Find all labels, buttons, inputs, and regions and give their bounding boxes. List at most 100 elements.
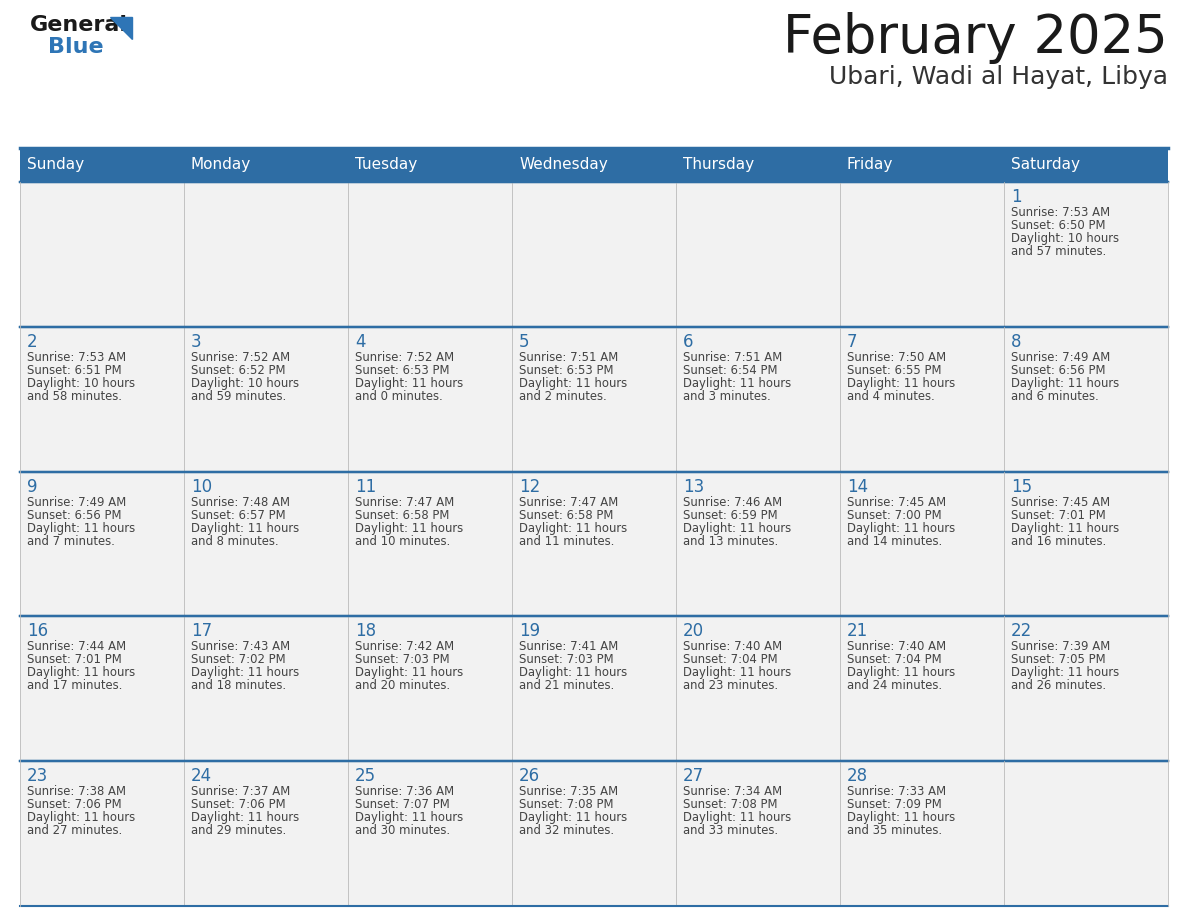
Text: 24: 24: [191, 767, 213, 785]
Text: Sunset: 6:52 PM: Sunset: 6:52 PM: [191, 364, 285, 376]
Text: Sunset: 7:03 PM: Sunset: 7:03 PM: [519, 654, 614, 666]
Text: Sunset: 6:56 PM: Sunset: 6:56 PM: [1011, 364, 1106, 376]
Text: and 59 minutes.: and 59 minutes.: [191, 390, 286, 403]
Text: Sunrise: 7:37 AM: Sunrise: 7:37 AM: [191, 785, 290, 798]
Text: Daylight: 11 hours: Daylight: 11 hours: [27, 812, 135, 824]
Bar: [840, 182, 1004, 327]
Text: 1: 1: [1011, 188, 1022, 206]
Text: and 57 minutes.: and 57 minutes.: [1011, 245, 1106, 258]
Text: Sunset: 7:05 PM: Sunset: 7:05 PM: [1011, 654, 1106, 666]
Text: Sunrise: 7:39 AM: Sunrise: 7:39 AM: [1011, 641, 1111, 654]
Text: and 26 minutes.: and 26 minutes.: [1011, 679, 1106, 692]
Text: Sunrise: 7:41 AM: Sunrise: 7:41 AM: [519, 641, 618, 654]
Text: Monday: Monday: [191, 158, 251, 173]
Text: Daylight: 11 hours: Daylight: 11 hours: [519, 666, 627, 679]
Text: Sunset: 6:57 PM: Sunset: 6:57 PM: [191, 509, 285, 521]
Text: 11: 11: [355, 477, 377, 496]
Text: and 35 minutes.: and 35 minutes.: [847, 824, 942, 837]
Text: Sunset: 7:06 PM: Sunset: 7:06 PM: [191, 798, 285, 812]
Text: Daylight: 11 hours: Daylight: 11 hours: [191, 521, 299, 534]
Text: Sunset: 6:55 PM: Sunset: 6:55 PM: [847, 364, 942, 376]
Bar: [348, 616, 512, 761]
Bar: [1004, 182, 1168, 327]
Text: and 13 minutes.: and 13 minutes.: [683, 534, 778, 548]
Text: Sunrise: 7:38 AM: Sunrise: 7:38 AM: [27, 785, 126, 798]
Bar: [20, 148, 1168, 182]
Text: Daylight: 11 hours: Daylight: 11 hours: [683, 521, 791, 534]
Text: Daylight: 11 hours: Daylight: 11 hours: [1011, 666, 1119, 679]
Text: 25: 25: [355, 767, 377, 785]
Text: and 4 minutes.: and 4 minutes.: [847, 390, 935, 403]
Text: and 29 minutes.: and 29 minutes.: [191, 824, 286, 837]
Text: and 0 minutes.: and 0 minutes.: [355, 390, 443, 403]
Text: Sunrise: 7:49 AM: Sunrise: 7:49 AM: [27, 496, 126, 509]
Text: and 27 minutes.: and 27 minutes.: [27, 824, 122, 837]
Text: and 8 minutes.: and 8 minutes.: [191, 534, 279, 548]
Text: Sunrise: 7:45 AM: Sunrise: 7:45 AM: [847, 496, 946, 509]
Text: Daylight: 11 hours: Daylight: 11 hours: [683, 376, 791, 390]
Bar: [512, 472, 676, 616]
Bar: [676, 182, 840, 327]
Text: 28: 28: [847, 767, 868, 785]
Text: and 24 minutes.: and 24 minutes.: [847, 679, 942, 692]
Text: 10: 10: [191, 477, 213, 496]
Text: Daylight: 11 hours: Daylight: 11 hours: [355, 521, 463, 534]
Bar: [20, 327, 184, 472]
Bar: [1004, 616, 1168, 761]
Bar: [20, 182, 184, 327]
Text: Saturday: Saturday: [1011, 158, 1080, 173]
Bar: [20, 761, 184, 906]
Text: 4: 4: [355, 333, 366, 351]
Text: Sunset: 6:56 PM: Sunset: 6:56 PM: [27, 509, 121, 521]
Text: Sunrise: 7:45 AM: Sunrise: 7:45 AM: [1011, 496, 1110, 509]
Text: Sunrise: 7:52 AM: Sunrise: 7:52 AM: [191, 351, 290, 364]
Text: 3: 3: [191, 333, 202, 351]
Text: 23: 23: [27, 767, 49, 785]
Text: 14: 14: [847, 477, 868, 496]
Text: Sunset: 7:01 PM: Sunset: 7:01 PM: [1011, 509, 1106, 521]
Text: Sunset: 7:08 PM: Sunset: 7:08 PM: [683, 798, 777, 812]
Bar: [676, 327, 840, 472]
Text: and 17 minutes.: and 17 minutes.: [27, 679, 122, 692]
Text: Sunset: 7:02 PM: Sunset: 7:02 PM: [191, 654, 285, 666]
Text: Daylight: 11 hours: Daylight: 11 hours: [683, 812, 791, 824]
Text: Daylight: 10 hours: Daylight: 10 hours: [191, 376, 299, 390]
Text: 8: 8: [1011, 333, 1022, 351]
Text: and 7 minutes.: and 7 minutes.: [27, 534, 115, 548]
Bar: [1004, 327, 1168, 472]
Bar: [348, 472, 512, 616]
Text: Sunset: 7:04 PM: Sunset: 7:04 PM: [683, 654, 778, 666]
Text: and 20 minutes.: and 20 minutes.: [355, 679, 450, 692]
Text: Sunrise: 7:35 AM: Sunrise: 7:35 AM: [519, 785, 618, 798]
Text: General: General: [30, 15, 128, 35]
Text: 20: 20: [683, 622, 704, 641]
Text: 26: 26: [519, 767, 541, 785]
Bar: [512, 327, 676, 472]
Bar: [348, 761, 512, 906]
Bar: [840, 472, 1004, 616]
Text: Daylight: 11 hours: Daylight: 11 hours: [191, 666, 299, 679]
Text: Daylight: 11 hours: Daylight: 11 hours: [355, 376, 463, 390]
Text: Daylight: 11 hours: Daylight: 11 hours: [355, 812, 463, 824]
Text: Sunrise: 7:48 AM: Sunrise: 7:48 AM: [191, 496, 290, 509]
Text: Daylight: 11 hours: Daylight: 11 hours: [27, 666, 135, 679]
Text: Sunrise: 7:51 AM: Sunrise: 7:51 AM: [683, 351, 782, 364]
Text: Sunset: 7:04 PM: Sunset: 7:04 PM: [847, 654, 942, 666]
Text: Sunrise: 7:49 AM: Sunrise: 7:49 AM: [1011, 351, 1111, 364]
Text: and 23 minutes.: and 23 minutes.: [683, 679, 778, 692]
Bar: [676, 472, 840, 616]
Bar: [1004, 761, 1168, 906]
Text: and 30 minutes.: and 30 minutes.: [355, 824, 450, 837]
Text: Sunrise: 7:51 AM: Sunrise: 7:51 AM: [519, 351, 618, 364]
Text: Sunrise: 7:34 AM: Sunrise: 7:34 AM: [683, 785, 782, 798]
Text: Daylight: 11 hours: Daylight: 11 hours: [847, 666, 955, 679]
Text: Daylight: 11 hours: Daylight: 11 hours: [355, 666, 463, 679]
Text: Sunrise: 7:40 AM: Sunrise: 7:40 AM: [683, 641, 782, 654]
Text: and 58 minutes.: and 58 minutes.: [27, 390, 122, 403]
Text: 22: 22: [1011, 622, 1032, 641]
Text: and 6 minutes.: and 6 minutes.: [1011, 390, 1099, 403]
Text: Sunrise: 7:40 AM: Sunrise: 7:40 AM: [847, 641, 946, 654]
Bar: [184, 472, 348, 616]
Text: Daylight: 11 hours: Daylight: 11 hours: [847, 521, 955, 534]
Text: Friday: Friday: [847, 158, 893, 173]
